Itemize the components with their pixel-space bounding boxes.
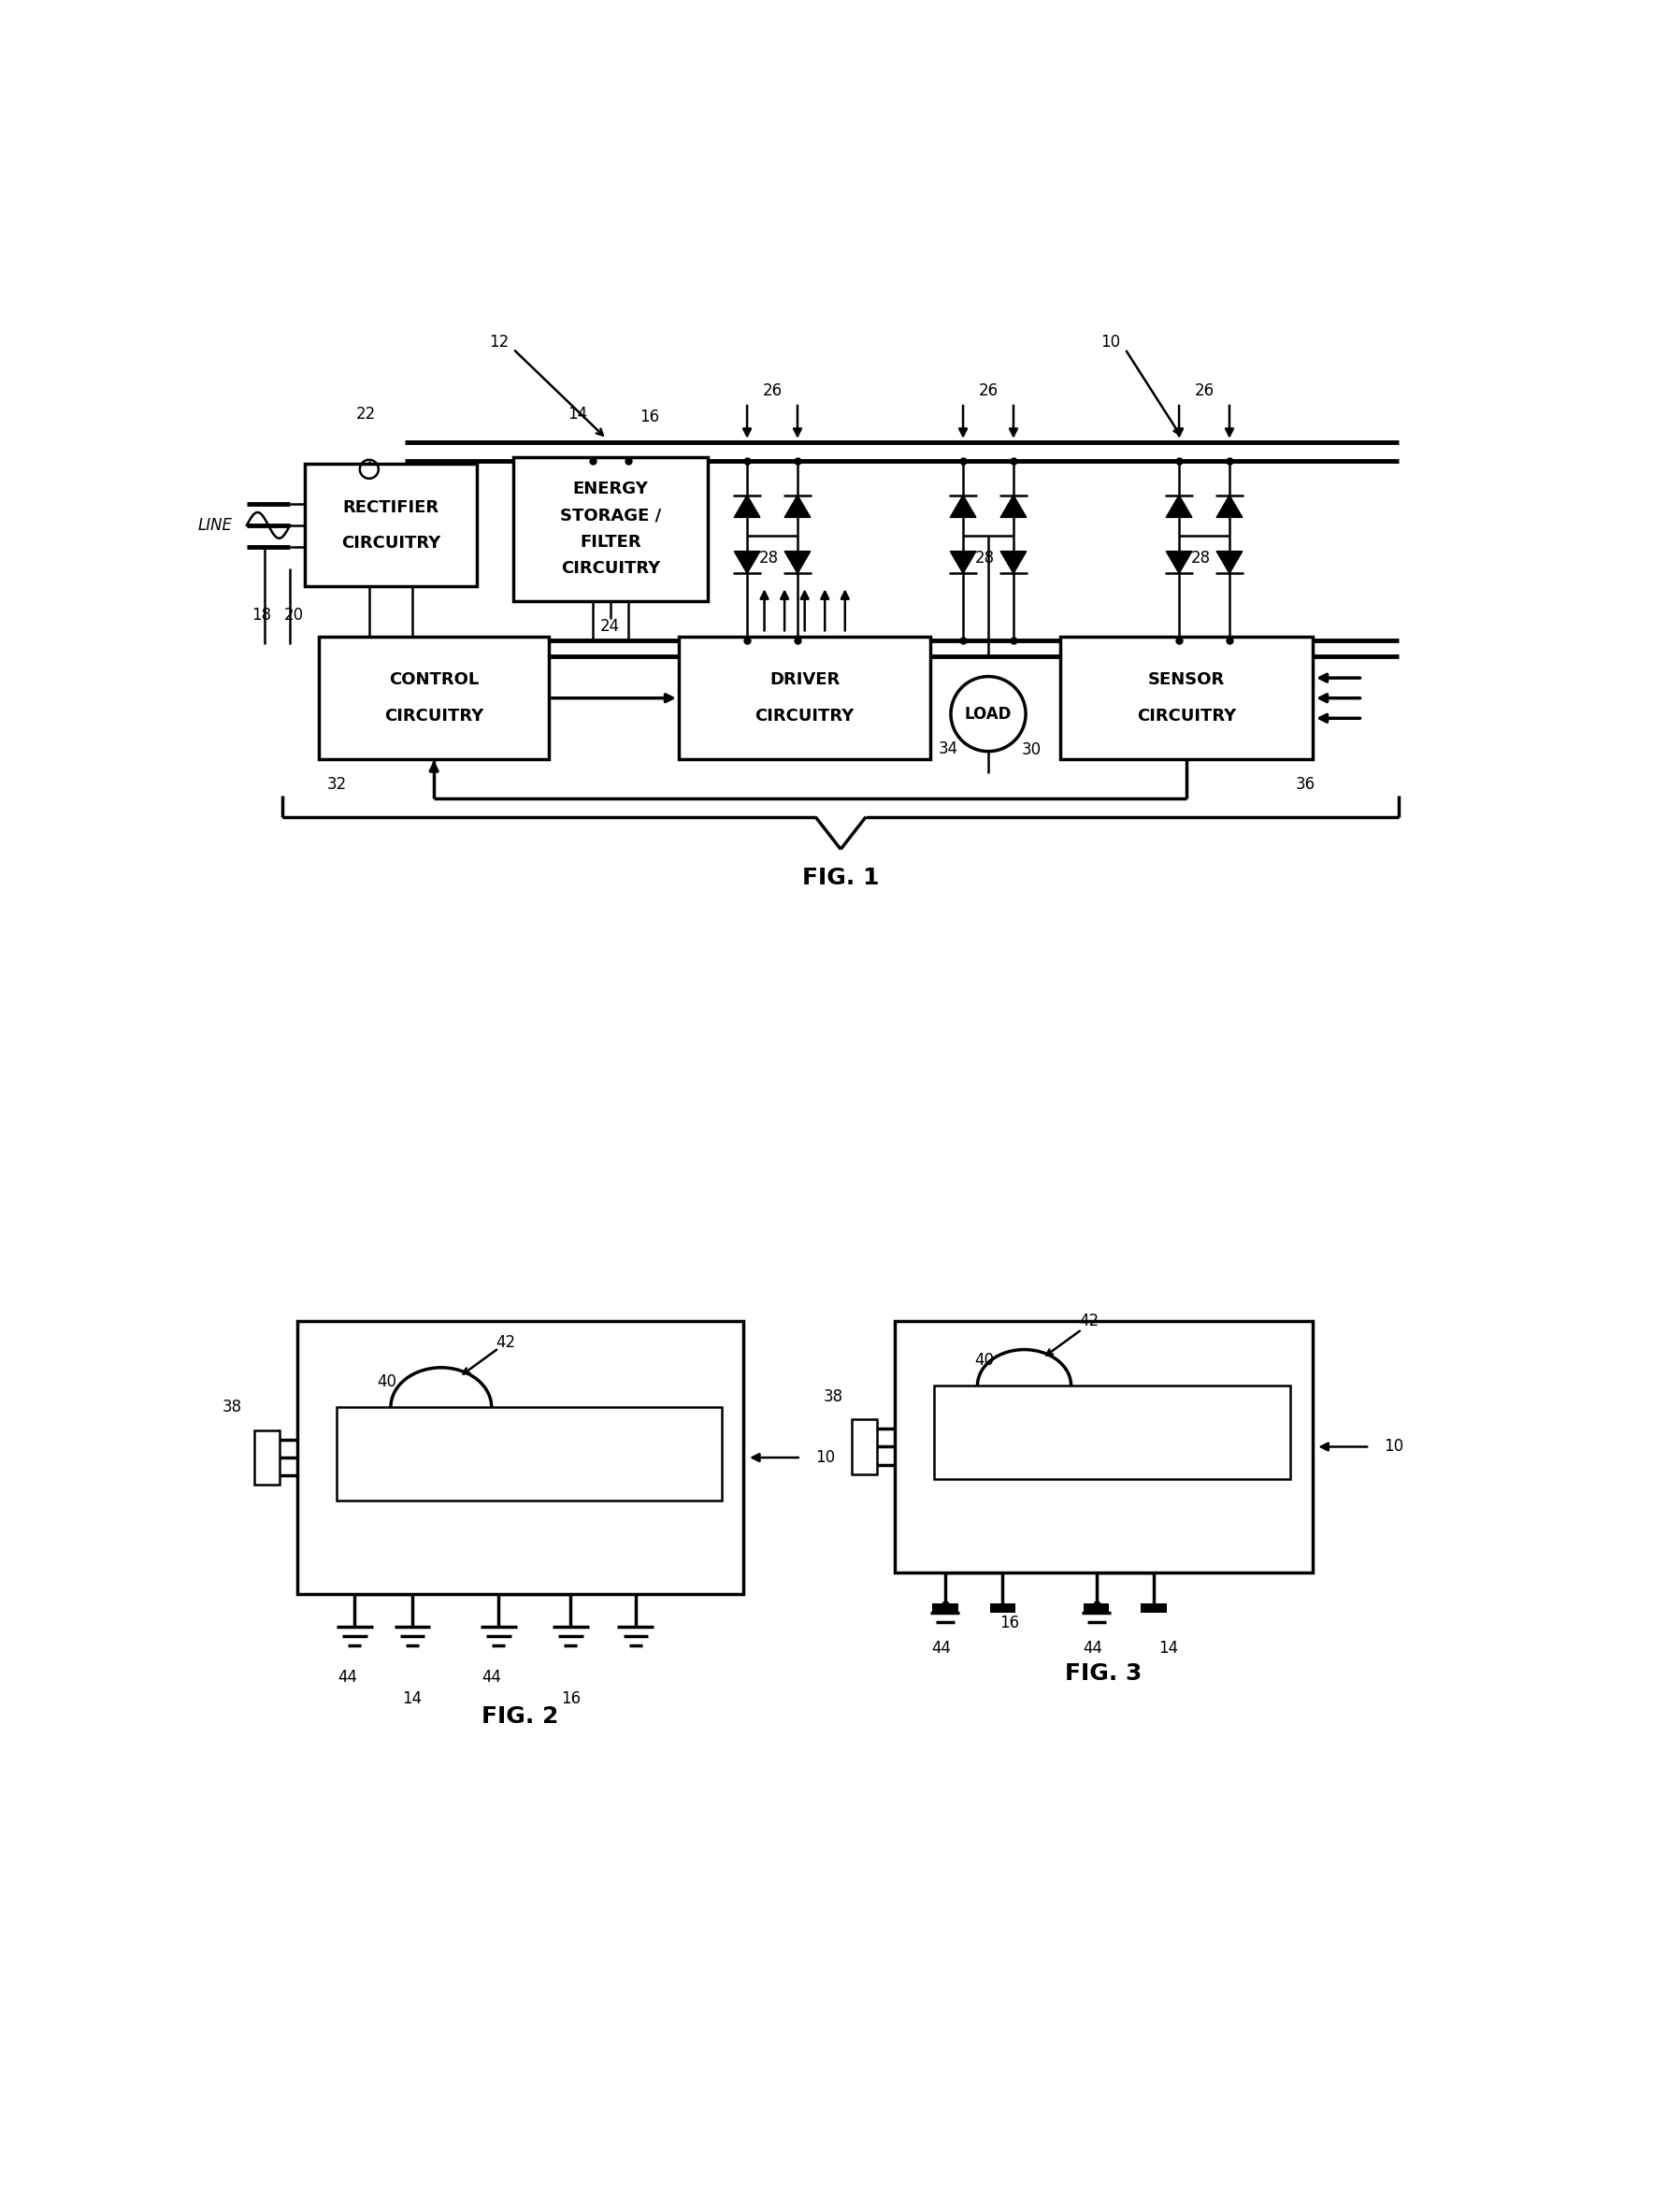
Text: FILTER: FILTER xyxy=(580,533,641,551)
Text: 16: 16 xyxy=(640,409,660,425)
Text: 28: 28 xyxy=(759,549,779,566)
Text: 12: 12 xyxy=(489,334,509,349)
Text: 26: 26 xyxy=(762,383,782,398)
Polygon shape xyxy=(1217,551,1243,573)
Text: 28: 28 xyxy=(1190,549,1210,566)
Text: 36: 36 xyxy=(1296,776,1314,792)
Bar xyxy=(932,1604,959,1613)
Text: 26: 26 xyxy=(1195,383,1213,398)
Polygon shape xyxy=(1000,495,1027,518)
Text: 44: 44 xyxy=(932,1639,950,1657)
Text: RECTIFIER: RECTIFIER xyxy=(342,500,440,515)
Text: 42: 42 xyxy=(1079,1312,1099,1329)
Text: 24: 24 xyxy=(600,617,620,635)
Text: LINE: LINE xyxy=(198,518,233,533)
Text: 16: 16 xyxy=(560,1690,580,1708)
Text: CIRCUITRY: CIRCUITRY xyxy=(755,708,855,726)
Text: 14: 14 xyxy=(402,1690,422,1708)
Text: 42: 42 xyxy=(496,1334,516,1352)
Text: 16: 16 xyxy=(1000,1615,1020,1632)
Bar xyxy=(337,1407,722,1500)
Text: 32: 32 xyxy=(327,776,347,792)
Text: 10: 10 xyxy=(815,1449,835,1467)
Text: 26: 26 xyxy=(979,383,998,398)
Polygon shape xyxy=(785,495,810,518)
Text: 44: 44 xyxy=(481,1668,501,1686)
Text: 18: 18 xyxy=(251,606,271,624)
Text: 44: 44 xyxy=(337,1668,357,1686)
Text: STORAGE /: STORAGE / xyxy=(560,507,661,524)
Text: 10: 10 xyxy=(1384,1438,1403,1455)
Text: 30: 30 xyxy=(1022,741,1041,759)
Bar xyxy=(934,1385,1291,1480)
Text: 14: 14 xyxy=(569,405,588,422)
Bar xyxy=(1141,1604,1167,1613)
Polygon shape xyxy=(785,551,810,573)
Text: 14: 14 xyxy=(1159,1639,1179,1657)
Text: 40: 40 xyxy=(377,1374,397,1391)
Bar xyxy=(298,1321,744,1595)
Text: 38: 38 xyxy=(223,1398,243,1416)
Bar xyxy=(512,458,707,602)
Text: LOAD: LOAD xyxy=(965,706,1012,723)
Bar xyxy=(990,1604,1015,1613)
Bar xyxy=(894,1321,1312,1573)
Polygon shape xyxy=(950,495,975,518)
Text: 28: 28 xyxy=(975,549,995,566)
Polygon shape xyxy=(734,551,760,573)
Text: CIRCUITRY: CIRCUITRY xyxy=(341,535,440,551)
Text: ENERGY: ENERGY xyxy=(572,480,648,498)
Text: 20: 20 xyxy=(284,606,304,624)
Text: 44: 44 xyxy=(1083,1639,1103,1657)
Text: CONTROL: CONTROL xyxy=(388,672,479,688)
Text: 38: 38 xyxy=(823,1387,843,1405)
Bar xyxy=(255,1431,279,1484)
Text: DRIVER: DRIVER xyxy=(770,672,840,688)
Text: FIG. 2: FIG. 2 xyxy=(481,1705,559,1728)
Bar xyxy=(1060,637,1312,759)
Polygon shape xyxy=(950,551,975,573)
Polygon shape xyxy=(1165,551,1192,573)
Text: 22: 22 xyxy=(355,405,375,422)
Text: SENSOR: SENSOR xyxy=(1147,672,1225,688)
Text: 40: 40 xyxy=(975,1352,995,1369)
Bar xyxy=(851,1420,876,1473)
Text: CIRCUITRY: CIRCUITRY xyxy=(560,560,660,577)
Polygon shape xyxy=(1000,551,1027,573)
Text: FIG. 3: FIG. 3 xyxy=(1065,1661,1142,1686)
Polygon shape xyxy=(734,495,760,518)
Text: 34: 34 xyxy=(939,741,959,757)
Text: FIG. 1: FIG. 1 xyxy=(802,867,879,889)
Bar xyxy=(679,637,931,759)
Polygon shape xyxy=(1165,495,1192,518)
Bar xyxy=(304,465,478,586)
Bar xyxy=(1083,1604,1109,1613)
Polygon shape xyxy=(1217,495,1243,518)
Text: 10: 10 xyxy=(1101,334,1121,349)
Bar xyxy=(319,637,549,759)
Text: CIRCUITRY: CIRCUITRY xyxy=(383,708,484,726)
Text: CIRCUITRY: CIRCUITRY xyxy=(1137,708,1236,726)
